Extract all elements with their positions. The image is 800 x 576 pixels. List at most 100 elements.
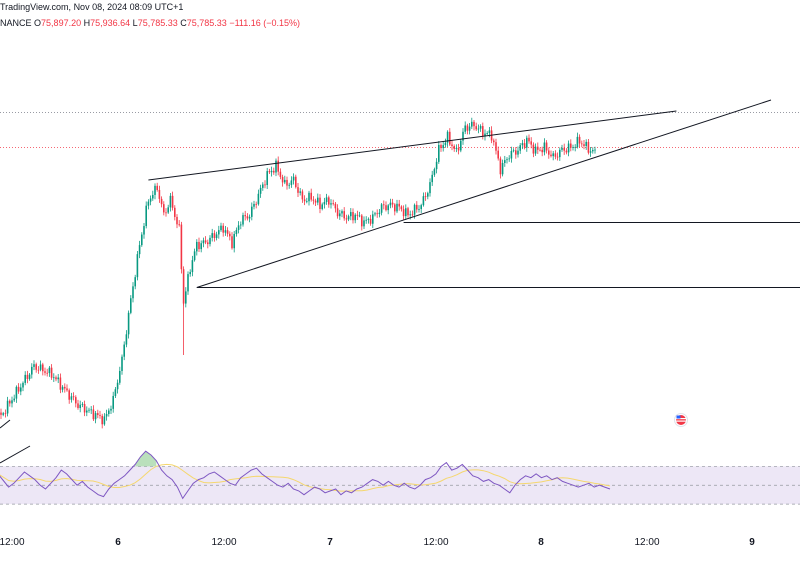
rsi-overbought-area bbox=[135, 451, 157, 467]
candle-body bbox=[413, 204, 416, 215]
candle-body bbox=[167, 207, 169, 213]
trendline-drawings[interactable] bbox=[0, 99, 800, 464]
candle-body bbox=[468, 126, 471, 131]
candle-body bbox=[380, 204, 383, 213]
change-value: −111.16 (−0.15%) bbox=[229, 18, 301, 28]
candle-body bbox=[548, 150, 550, 155]
candle-body bbox=[464, 125, 466, 132]
candle-body bbox=[191, 260, 194, 273]
candle-body bbox=[90, 409, 92, 411]
candle-body bbox=[275, 160, 277, 173]
candle-body bbox=[587, 141, 590, 153]
candle-body bbox=[125, 334, 128, 345]
candle-body bbox=[451, 144, 453, 147]
x-tick-label: 6 bbox=[115, 537, 121, 548]
candle-body bbox=[405, 208, 407, 217]
candle-body bbox=[178, 224, 180, 226]
candle-body bbox=[108, 410, 110, 414]
candle-body bbox=[341, 211, 343, 214]
candle-body bbox=[537, 146, 539, 150]
candle-body bbox=[154, 185, 156, 195]
candle-body bbox=[50, 367, 53, 378]
prior-trendline-b[interactable] bbox=[0, 445, 31, 464]
candle-body bbox=[330, 203, 332, 205]
timestamp: Nov 08, 2024 08:09 UTC+1 bbox=[73, 2, 184, 12]
candle-body bbox=[277, 160, 279, 172]
candle-body bbox=[295, 176, 297, 188]
candle-body bbox=[112, 395, 114, 409]
candle-body bbox=[288, 184, 290, 186]
candle-body bbox=[11, 400, 13, 404]
channel-upper-line[interactable] bbox=[148, 110, 677, 181]
candle-body bbox=[501, 163, 504, 175]
candle-body bbox=[484, 133, 486, 137]
candle-body bbox=[510, 150, 513, 159]
candle-body bbox=[81, 404, 84, 405]
candle-body bbox=[312, 199, 315, 201]
candle-body bbox=[165, 212, 167, 214]
candle-body bbox=[455, 147, 458, 149]
candle-body bbox=[488, 130, 491, 134]
x-tick-label: 12:00 bbox=[423, 537, 448, 548]
candle-body bbox=[429, 182, 431, 194]
candle-body bbox=[550, 154, 552, 157]
candle-body bbox=[279, 171, 282, 177]
candle-body bbox=[376, 213, 378, 215]
candle-body bbox=[521, 143, 524, 146]
candle-body bbox=[563, 147, 565, 151]
candle-body bbox=[394, 204, 396, 212]
candle-body bbox=[479, 126, 482, 129]
candle-body bbox=[433, 169, 436, 175]
candle-body bbox=[94, 413, 97, 420]
symbol: NANCE bbox=[0, 18, 32, 28]
candle-body bbox=[257, 193, 260, 205]
candle-body bbox=[103, 416, 106, 425]
candle-body bbox=[15, 386, 18, 399]
rsi-ma-line bbox=[0, 463, 611, 492]
candle-body bbox=[226, 230, 229, 234]
candle-body bbox=[17, 386, 20, 392]
candle-body bbox=[398, 203, 400, 207]
candle-body bbox=[233, 234, 235, 249]
candle-body bbox=[149, 198, 152, 202]
candle-body bbox=[314, 200, 317, 203]
candle-body bbox=[466, 125, 469, 131]
candle-body bbox=[209, 237, 211, 245]
prior-trendline-a[interactable] bbox=[0, 419, 11, 429]
candle-body bbox=[185, 291, 187, 304]
candle-body bbox=[589, 151, 592, 153]
candle-body bbox=[242, 215, 244, 225]
candle-body bbox=[343, 211, 345, 219]
candle-body bbox=[218, 230, 220, 235]
candle-body bbox=[530, 141, 532, 145]
candle-body bbox=[138, 245, 141, 255]
candle-body bbox=[477, 128, 480, 130]
candle-body bbox=[592, 149, 594, 152]
candle-body bbox=[493, 140, 495, 143]
rsi-overbought-fill bbox=[135, 451, 157, 467]
candle-body bbox=[4, 413, 7, 415]
candle-body bbox=[460, 140, 462, 151]
candle-body bbox=[339, 213, 341, 217]
candle-body bbox=[259, 187, 262, 194]
candle-body bbox=[554, 153, 557, 157]
us-flag-icon[interactable] bbox=[674, 413, 688, 427]
candle-body bbox=[308, 192, 310, 202]
open-value: 75,897.20 bbox=[41, 18, 82, 28]
candle-body bbox=[266, 171, 268, 185]
candle-body bbox=[585, 141, 587, 146]
candle-body bbox=[565, 150, 568, 153]
candle-body bbox=[442, 145, 444, 149]
candle-body bbox=[147, 201, 150, 206]
candle-body bbox=[504, 160, 506, 164]
candle-body bbox=[570, 143, 572, 148]
candle-body bbox=[59, 377, 62, 390]
channel-lower-line[interactable] bbox=[196, 99, 772, 288]
candle-body bbox=[576, 136, 579, 148]
candle-body bbox=[204, 240, 207, 243]
candle-body bbox=[70, 396, 73, 400]
candle-body bbox=[48, 367, 51, 374]
candle-body bbox=[57, 377, 59, 380]
candle-body bbox=[235, 229, 238, 235]
